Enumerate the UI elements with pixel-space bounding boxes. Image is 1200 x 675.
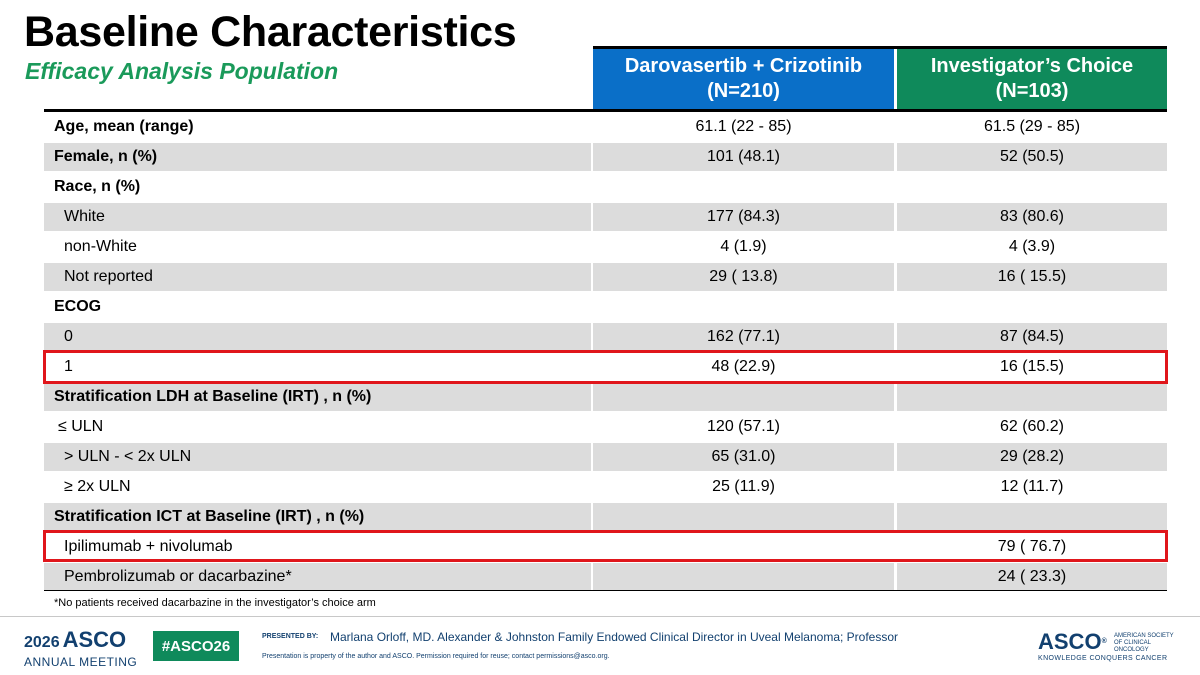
table-row: Stratification LDH at Baseline (IRT) , n… <box>44 383 1167 413</box>
ic-value <box>897 173 1167 201</box>
dc-value <box>593 293 894 321</box>
table-row: Stratification ICT at Baseline (IRT) , n… <box>44 503 1167 533</box>
table-row: non-White 4 (1.9) 4 (3.9) <box>44 233 1167 263</box>
dc-value: 25 (11.9) <box>712 478 775 495</box>
table-row: ECOG <box>44 293 1167 323</box>
table-row: > ULN - < 2x ULN 65 (31.0) 29 (28.2) <box>44 443 1167 473</box>
column-header-ic-name: Investigator’s Choice <box>930 55 1134 77</box>
ic-value: 16 (15.5) <box>999 358 1065 375</box>
asco-society-logo: ASCO® AMERICAN SOCIETY OF CLINICAL ONCOL… <box>1038 629 1178 663</box>
ic-value: 87 (84.5) <box>897 323 1167 351</box>
baseline-table: Age, mean (range) 61.1 (22 - 85) 61.5 (2… <box>44 113 1167 593</box>
ic-value: 24 ( 23.3) <box>897 563 1167 591</box>
ic-value: 62 (60.2) <box>999 418 1065 435</box>
ic-value: 52 (50.5) <box>897 143 1167 171</box>
ic-value: 16 ( 15.5) <box>897 263 1167 291</box>
meeting-brand: ASCO <box>62 627 127 652</box>
footnote: *No patients received dacarbazine in the… <box>54 597 376 609</box>
row-label: Race, n (%) <box>54 178 141 195</box>
dc-value: 29 ( 13.8) <box>593 263 894 291</box>
column-header-darovasertib-crizotinib: Darovasertib + Crizotinib (N=210) <box>593 49 894 109</box>
table-row: Age, mean (range) 61.1 (22 - 85) 61.5 (2… <box>44 113 1167 143</box>
meeting-name: ANNUAL MEETING <box>24 655 138 669</box>
presenter-name: Marlana Orloff, MD. Alexander & Johnston… <box>330 630 899 644</box>
table-row: 1 48 (22.9) 16 (15.5) <box>44 353 1167 383</box>
dc-value <box>593 563 894 591</box>
column-header-dc-n: (N=210) <box>707 80 780 102</box>
table-row: ≥ 2x ULN 25 (11.9) 12 (11.7) <box>44 473 1167 503</box>
dc-value: 65 (31.0) <box>593 443 894 471</box>
dc-value <box>593 383 894 411</box>
ic-value <box>897 293 1167 321</box>
table-row: Pembrolizumab or dacarbazine* 24 ( 23.3) <box>44 563 1167 593</box>
org-brand: ASCO <box>1038 629 1102 654</box>
slide-title: Baseline Characteristics <box>24 8 517 56</box>
row-label: ≥ 2x ULN <box>64 478 131 495</box>
org-tagline: KNOWLEDGE CONQUERS CANCER <box>1038 655 1168 662</box>
dc-value: 101 (48.1) <box>593 143 894 171</box>
ic-value: 61.5 (29 - 85) <box>983 118 1081 135</box>
ic-value: 12 (11.7) <box>1000 478 1064 495</box>
meeting-year: 2026 <box>24 634 60 651</box>
ic-value: 4 (3.9) <box>1008 238 1056 255</box>
slide-subtitle: Efficacy Analysis Population <box>25 58 339 84</box>
row-label: ≤ ULN <box>58 418 104 435</box>
row-label: > ULN - < 2x ULN <box>44 443 591 471</box>
row-label: 0 <box>44 323 591 351</box>
dc-value: 48 (22.9) <box>711 358 776 375</box>
ic-value <box>897 383 1167 411</box>
row-label: Stratification LDH at Baseline (IRT) , n… <box>44 383 591 411</box>
hashtag-badge: #ASCO26 <box>153 631 239 661</box>
row-label: Age, mean (range) <box>54 118 194 135</box>
dc-value: 61.1 (22 - 85) <box>695 118 792 135</box>
ic-value: 29 (28.2) <box>897 443 1167 471</box>
property-notice: Presentation is property of the author a… <box>262 653 610 660</box>
dc-value <box>593 533 894 561</box>
asco-annual-meeting-logo: 2026 ASCO ANNUAL MEETING <box>24 627 138 670</box>
dc-value: 162 (77.1) <box>593 323 894 351</box>
presented-by-label: PRESENTED BY: <box>262 633 319 640</box>
row-label: Not reported <box>44 263 591 291</box>
row-label: Female, n (%) <box>44 143 591 171</box>
row-label: White <box>44 203 591 231</box>
table-row: 0 162 (77.1) 87 (84.5) <box>44 323 1167 353</box>
dc-value <box>593 503 894 531</box>
header-top-rule <box>593 46 1167 49</box>
table-row: Race, n (%) <box>44 173 1167 203</box>
row-label: Stratification ICT at Baseline (IRT) , n… <box>44 503 591 531</box>
row-label: ECOG <box>54 298 102 315</box>
org-name: AMERICAN SOCIETY OF CLINICAL ONCOLOGY <box>1114 633 1174 653</box>
footer-divider <box>0 616 1200 617</box>
ic-value <box>897 503 1167 531</box>
table-row: Ipilimumab + nivolumab 79 ( 76.7) <box>44 533 1167 563</box>
dc-value <box>593 173 894 201</box>
ic-value: 83 (80.6) <box>897 203 1167 231</box>
dc-value: 120 (57.1) <box>707 418 780 435</box>
row-label: non-White <box>64 238 137 255</box>
table-row: Not reported 29 ( 13.8) 16 ( 15.5) <box>44 263 1167 293</box>
dc-value: 177 (84.3) <box>593 203 894 231</box>
dc-value: 4 (1.9) <box>720 238 767 255</box>
table-row: Female, n (%) 101 (48.1) 52 (50.5) <box>44 143 1167 173</box>
table-row: ≤ ULN 120 (57.1) 62 (60.2) <box>44 413 1167 443</box>
ic-value: 79 ( 76.7) <box>997 538 1067 555</box>
header-bottom-rule <box>44 109 1167 112</box>
row-label: Pembrolizumab or dacarbazine* <box>44 563 591 591</box>
column-header-dc-name: Darovasertib + Crizotinib <box>624 55 863 77</box>
column-header-ic-n: (N=103) <box>995 80 1069 102</box>
column-header-investigators-choice: Investigator’s Choice (N=103) <box>897 49 1167 109</box>
table-row: White 177 (84.3) 83 (80.6) <box>44 203 1167 233</box>
row-label: 1 <box>64 358 73 375</box>
row-label: Ipilimumab + nivolumab <box>64 538 233 555</box>
table-bottom-rule <box>44 590 1167 591</box>
